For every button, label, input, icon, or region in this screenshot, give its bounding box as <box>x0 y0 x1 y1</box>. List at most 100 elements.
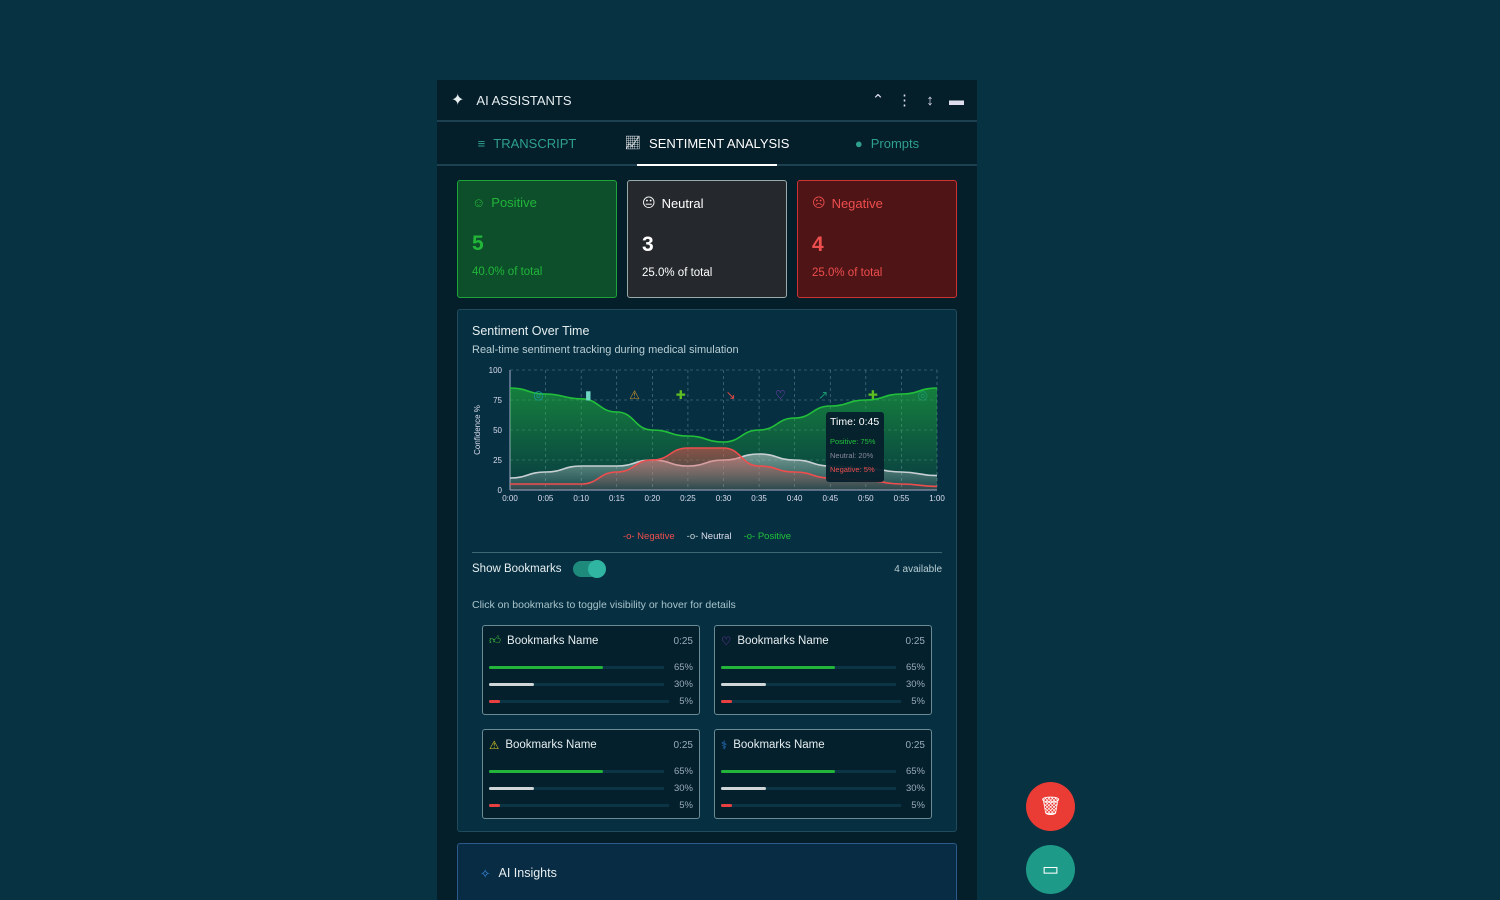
bookmark-card[interactable]: ⚠ Bookmarks Name 0:25 65% 30% 5% <box>482 729 700 819</box>
bookmark-name: Bookmarks Name <box>507 635 599 647</box>
smile-icon: ☺ <box>472 195 486 210</box>
x-tick-label: 1:00 <box>929 494 945 503</box>
legend-negative[interactable]: -o- Negative <box>623 531 675 542</box>
show-bookmarks-toggle[interactable] <box>573 560 607 578</box>
y-tick-label: 25 <box>493 456 502 465</box>
bookmark-card[interactable]: ♡ Bookmarks Name 0:25 65% 30% 5% <box>714 625 932 715</box>
section-title: Sentiment Over Time <box>472 324 590 338</box>
neutral-card[interactable]: 😐︎ Neutral 3 25.0% of total <box>627 180 787 298</box>
y-tick-label: 75 <box>493 396 502 405</box>
resize-vertical-icon[interactable]: ↕ <box>926 91 934 109</box>
neutral-bar: 30% <box>489 679 693 690</box>
bookmarks-hint: Click on bookmarks to toggle visibility … <box>472 599 736 611</box>
x-tick-label: 0:30 <box>716 494 732 503</box>
bookmark-name: Bookmarks Name <box>505 739 597 751</box>
trend-up-icon[interactable]: ↗ <box>818 388 828 402</box>
sparkle-icon[interactable]: ✚ <box>676 388 686 402</box>
tab-transcript[interactable]: ≡ TRANSCRIPT <box>437 122 617 164</box>
card-count: 3 <box>642 233 654 256</box>
card-count: 4 <box>812 233 824 256</box>
window-icon[interactable]: ▬ <box>949 91 964 109</box>
chart-tooltip: Time: 0:45 Positive: 75% Neutral: 20% Negat… <box>826 412 884 482</box>
positive-bar: 65% <box>489 662 693 673</box>
bookmark-time: 0:25 <box>905 635 925 647</box>
bookmark-icon[interactable]: ▮ <box>585 388 592 402</box>
negative-card[interactable]: ☹ Negative 4 25.0% of total <box>797 180 957 298</box>
positive-pct: 65% <box>905 662 925 673</box>
check-circle-icon[interactable]: ◎ <box>918 388 928 402</box>
sparkle-icon[interactable]: ✚ <box>868 388 878 402</box>
legend-label: Neutral <box>700 531 732 542</box>
tooltip-line: Negative: 5% <box>830 465 875 474</box>
tab-label: SENTIMENT ANALYSIS <box>649 135 790 151</box>
tab-sentiment-analysis[interactable]: 📈︎ SENTIMENT ANALYSIS <box>617 122 797 166</box>
neutral-pct: 30% <box>673 783 693 794</box>
bookmark-card[interactable]: 👍︎ Bookmarks Name 0:25 65% 30% 5% <box>482 625 700 715</box>
negative-bar: 5% <box>721 800 925 811</box>
tab-label: Prompts <box>870 135 920 151</box>
chevron-up-icon[interactable]: ⌃ <box>871 92 885 109</box>
legend-marker-icon: -o- <box>686 531 699 542</box>
lines-icon: ≡ <box>477 135 486 151</box>
positive-pct: 65% <box>673 766 693 777</box>
sparkles-icon: ✦ <box>451 92 465 109</box>
legend-marker-icon: -o- <box>622 531 635 542</box>
x-tick-label: 0:45 <box>822 494 838 503</box>
x-tick-label: 0:15 <box>609 494 625 503</box>
section-subtitle: Real-time sentiment tracking during medi… <box>472 344 739 356</box>
card-pct: 25.0% of total <box>642 267 713 279</box>
tooltip-line: Positive: 75% <box>830 437 876 446</box>
sentiment-chart[interactable]: 0 25 50 75 100 0:00 0:05 0:10 0:15 0:20 0:25 0:30 0:… <box>458 362 968 522</box>
y-axis-label: Confidence % <box>473 405 482 455</box>
tab-prompts[interactable]: ● Prompts <box>797 122 977 164</box>
doctor-icon: ⚕ <box>721 740 728 752</box>
insights-title: AI Insights <box>498 866 557 880</box>
negative-bar: 5% <box>489 800 693 811</box>
y-tick-label: 50 <box>493 426 502 435</box>
heart-pulse-icon[interactable]: ♡ <box>775 388 786 402</box>
neutral-pct: 30% <box>673 679 693 690</box>
bookmark-time: 0:25 <box>673 739 693 751</box>
chart-legend: -o- Negative -o- Neutral -o- Positive <box>472 531 942 542</box>
panel-title: AI ASSISTANTS <box>476 92 572 108</box>
negative-pct: 5% <box>679 696 693 707</box>
toggle-label: Show Bookmarks <box>472 563 562 575</box>
bookmark-grid: 👍︎ Bookmarks Name 0:25 65% 30% 5% ♡ Bookmark… <box>482 625 932 819</box>
ai-insights-section[interactable]: ✧ AI Insights <box>457 843 957 900</box>
neutral-bar: 30% <box>721 783 925 794</box>
legend-neutral[interactable]: -o- Neutral <box>687 531 732 542</box>
legend-positive[interactable]: -o- Positive <box>744 531 792 542</box>
window-icon: ▭ <box>1041 859 1059 879</box>
x-tick-label: 0:25 <box>680 494 696 503</box>
neutral-bar: 30% <box>489 783 693 794</box>
neutral-pct: 30% <box>905 679 925 690</box>
positive-card[interactable]: ☺ Positive 5 40.0% of total <box>457 180 617 298</box>
card-pct: 25.0% of total <box>812 267 883 279</box>
sentiment-over-time-section: Sentiment Over Time Real-time sentiment … <box>457 309 957 832</box>
warning-icon: ⚠ <box>489 740 500 752</box>
trash-icon: 🗑︎ <box>1039 796 1062 816</box>
bookmark-name: Bookmarks Name <box>737 635 829 647</box>
window-button[interactable]: ▭ <box>1026 845 1075 894</box>
delete-button[interactable]: 🗑︎ <box>1026 782 1075 831</box>
x-tick-label: 0:40 <box>787 494 803 503</box>
warning-icon[interactable]: ⚠ <box>629 388 640 402</box>
legend-label: Positive <box>757 531 792 542</box>
sparkles-icon: ✧ <box>480 867 491 881</box>
more-vert-icon[interactable]: ⋮ <box>897 92 912 109</box>
bookmark-time: 0:25 <box>905 739 925 751</box>
card-label: Negative <box>831 195 883 211</box>
panel-header: ✦ AI ASSISTANTS ⌃ ⋮ ↕ ▬ <box>437 80 977 122</box>
neutral-bar: 30% <box>721 679 925 690</box>
positive-pct: 65% <box>905 766 925 777</box>
trend-down-icon[interactable]: ↘ <box>726 388 736 402</box>
bookmark-card[interactable]: ⚕ Bookmarks Name 0:25 65% 30% 5% <box>714 729 932 819</box>
x-tick-label: 0:00 <box>502 494 518 503</box>
check-circle-icon[interactable]: ◎ <box>533 388 543 402</box>
tooltip-line: Time: 0:45 <box>830 416 879 428</box>
card-label: Positive <box>491 195 537 210</box>
x-tick-label: 0:05 <box>538 494 554 503</box>
chat-bubble-icon: ● <box>854 135 863 151</box>
heart-pulse-icon: ♡ <box>721 636 732 648</box>
line-chart-icon: 📈︎ <box>624 135 642 150</box>
